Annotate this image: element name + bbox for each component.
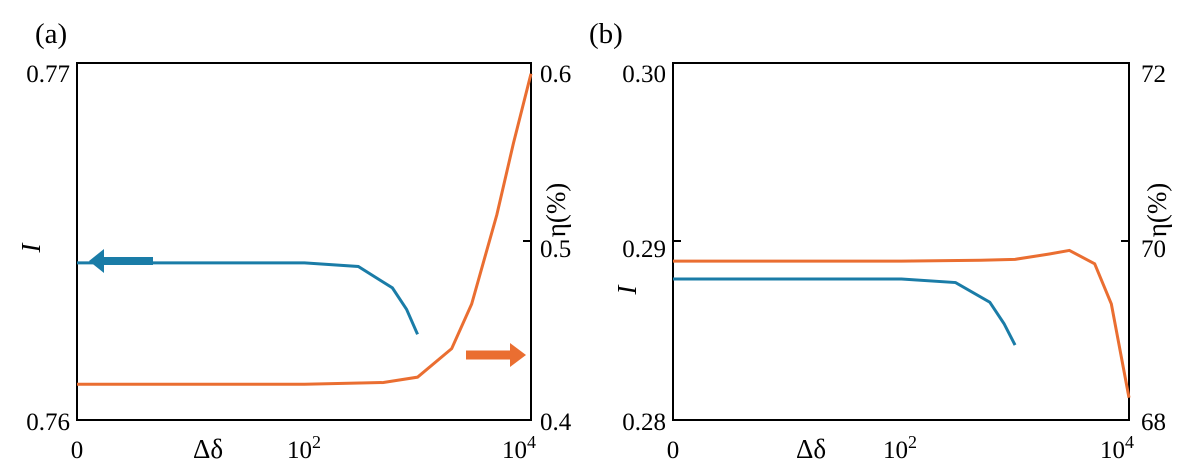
panel-a-left-axis-arrow [89, 249, 153, 273]
panel-a-right-axis-arrow [466, 343, 526, 367]
panel-a-x-tick-100: 102 [287, 432, 321, 464]
panel-a-left-tick-top: 0.77 [26, 61, 70, 88]
panel-a-series-right [77, 73, 533, 386]
panel-b-right-axis-label: η(%) [1142, 183, 1172, 238]
panel-b-x-tick-0: 0 [667, 437, 680, 464]
panel-b-x-tick-10000: 104 [1100, 432, 1134, 464]
panel-b-left-tick-label-top: 0.30 [622, 61, 666, 88]
panel-b-plot-frame [672, 62, 1130, 421]
panel-b-left-tick-label-bottom: 0.28 [622, 409, 666, 436]
panel-b-right-tick-label-top: 72 [1141, 61, 1166, 88]
panel-b-series-left [673, 277, 1017, 346]
panel-b-left-tick-label-mid: 0.29 [622, 236, 666, 263]
panel-a-left-tick-bottom: 0.76 [26, 409, 70, 436]
panel-a-right-tick-label-mid: 0.5 [540, 236, 571, 263]
panel-b-series-right [673, 248, 1131, 398]
panel-a-label: (a) [35, 18, 67, 50]
panel-a: (a) 0.77 0.76 0.6 0.5 0.4 0 102 104 Δδ I… [16, 18, 572, 464]
panel-b-right-tick-label-bottom: 68 [1141, 409, 1166, 436]
panel-b-left-axis-label: I [612, 284, 642, 296]
panel-a-right-axis-label: η(%) [541, 183, 571, 238]
panel-b-right-tick-label-mid: 70 [1141, 236, 1166, 263]
panel-a-left-axis-label: I [16, 242, 46, 254]
panel-a-x-axis-label: Δδ [193, 434, 223, 464]
panel-b-x-axis-label: Δδ [796, 434, 826, 464]
panel-a-series-left [77, 261, 419, 335]
panel-b: (b) 0.30 0.29 0.28 72 70 68 0 102 104 Δδ… [589, 18, 1172, 464]
panel-a-plot-frame [76, 62, 532, 421]
panel-b-x-tick-100: 102 [883, 432, 917, 464]
panel-a-right-tick-label-top: 0.6 [540, 61, 571, 88]
panel-a-x-tick-0: 0 [71, 437, 84, 464]
panel-b-label: (b) [589, 18, 623, 50]
panel-a-x-tick-10000: 104 [502, 432, 536, 464]
panel-a-right-tick-label-bottom: 0.4 [540, 409, 572, 436]
